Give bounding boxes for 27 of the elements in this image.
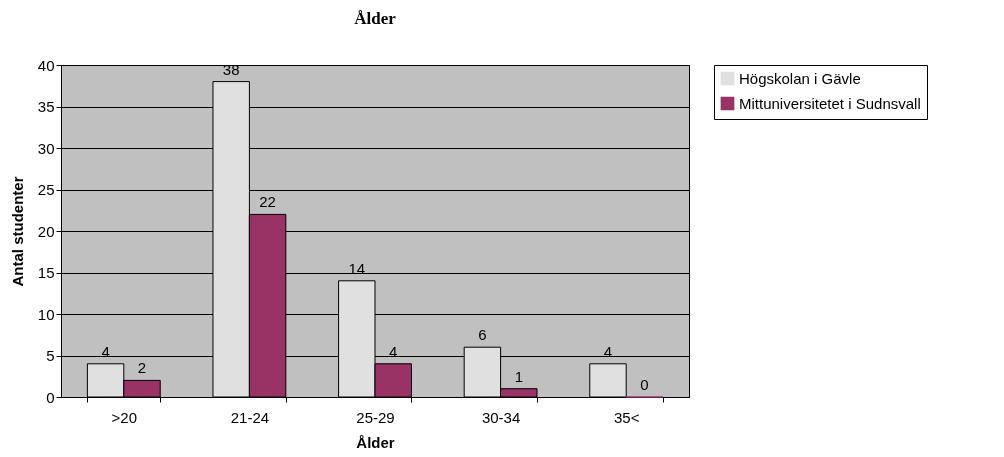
- x-tick-label: 30-34: [481, 408, 521, 426]
- data-label: 4: [603, 342, 613, 360]
- y-tick-label: 5: [46, 347, 55, 364]
- x-tick-label: 21-24: [230, 408, 270, 426]
- y-tick-label: 30: [37, 139, 55, 157]
- y-tick-label: 15: [37, 264, 55, 281]
- y-tick-label: 10: [37, 305, 55, 323]
- data-label: 4: [101, 342, 110, 360]
- y-tick-label: 0: [46, 388, 55, 406]
- y-tick-label: 35: [37, 98, 55, 115]
- x-tick-label: 25-29: [356, 408, 395, 426]
- x-axis-title: Ålder: [356, 433, 395, 451]
- chart-title: Ålder: [354, 9, 397, 28]
- data-label: 1: [514, 367, 523, 385]
- y-tick-label: 20: [37, 222, 55, 240]
- legend-label: Mittuniversitetet i Sudnsvall: [739, 94, 921, 112]
- data-label: 0: [640, 376, 649, 393]
- y-axis-title: Antal studenter: [8, 176, 26, 287]
- x-tick-label: 35<: [613, 408, 640, 426]
- y-tick-label: 25: [37, 181, 55, 198]
- x-tick-label: >20: [111, 408, 138, 426]
- legend-label: Högskolan i Gävle: [739, 69, 861, 87]
- y-tick-label: 40: [37, 56, 55, 74]
- data-label: 4: [389, 342, 398, 360]
- data-label: 22: [259, 193, 276, 211]
- data-label: 6: [478, 326, 487, 344]
- data-label: 2: [137, 359, 147, 377]
